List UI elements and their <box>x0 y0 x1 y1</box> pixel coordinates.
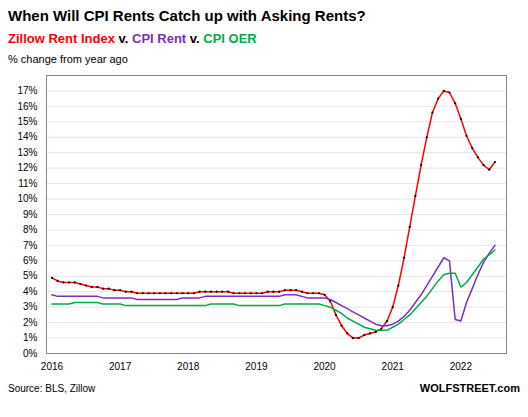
svg-text:12%: 12% <box>17 162 37 173</box>
svg-text:2022: 2022 <box>450 361 473 372</box>
svg-text:2020: 2020 <box>313 361 336 372</box>
svg-text:11%: 11% <box>18 178 37 189</box>
svg-text:10%: 10% <box>17 193 37 204</box>
svg-text:2018: 2018 <box>177 361 200 372</box>
svg-text:15%: 15% <box>17 116 37 127</box>
svg-text:2%: 2% <box>23 317 38 328</box>
svg-text:2021: 2021 <box>382 361 405 372</box>
svg-text:6%: 6% <box>23 255 38 266</box>
svg-text:9%: 9% <box>23 209 38 220</box>
svg-text:4%: 4% <box>23 286 38 297</box>
svg-text:5%: 5% <box>23 270 38 281</box>
svg-text:17%: 17% <box>17 85 37 96</box>
html-text:Zillow Rent Index v. CPI Rent: Zillow Rent Index v. CPI Rent v. CPI OER <box>8 31 257 46</box>
html-text:Source: BLS, Zillow: Source: BLS, Zillow <box>8 383 96 394</box>
svg-text:2019: 2019 <box>245 361 268 372</box>
svg-text:16%: 16% <box>17 101 37 112</box>
svg-text:7%: 7% <box>23 240 38 251</box>
svg-text:1%: 1% <box>23 332 38 343</box>
html-text:When Will CPI Rents Catch up w: When Will CPI Rents Catch up with Asking… <box>8 7 366 24</box>
svg-text:2017: 2017 <box>109 361 132 372</box>
svg-text:2016: 2016 <box>41 361 64 372</box>
html-text:% change from year ago: % change from year ago <box>8 53 128 65</box>
html-text:WOLFSTREET.com: WOLFSTREET.com <box>419 382 520 394</box>
svg-text:8%: 8% <box>23 224 38 235</box>
svg-text:14%: 14% <box>17 131 37 142</box>
svg-text:3%: 3% <box>23 301 38 312</box>
svg-text:0%: 0% <box>23 348 38 359</box>
svg-text:13%: 13% <box>17 147 37 158</box>
